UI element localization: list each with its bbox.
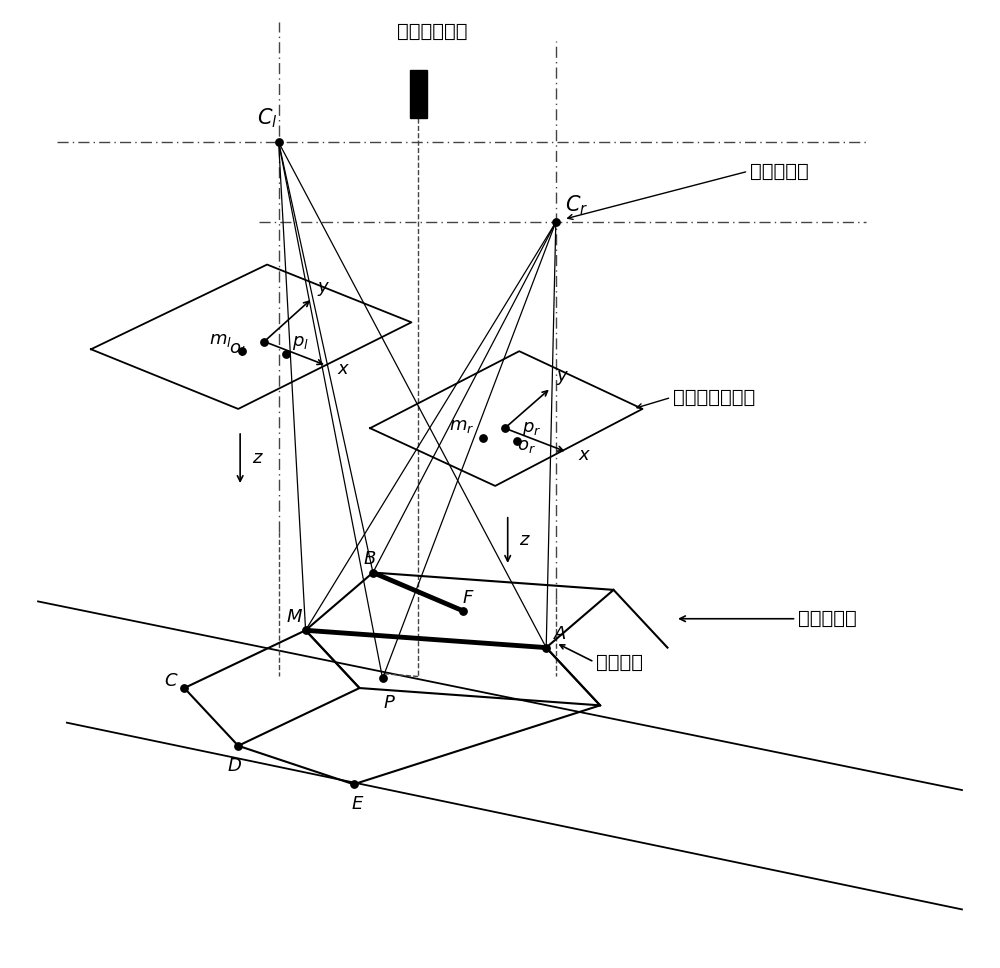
Text: $\mathbf{\it{D}}$: $\mathbf{\it{D}}$ [227,757,242,775]
Bar [410,70,427,118]
Point [475,430,491,445]
Text: 摄像机成像平面: 摄像机成像平面 [673,388,755,407]
Text: $\mathbf{\it{F}}$: $\mathbf{\it{F}}$ [462,589,475,607]
Text: $\mathbf{\it{x}}$: $\mathbf{\it{x}}$ [337,359,351,378]
Point [548,215,564,230]
Point [455,603,471,619]
Point [538,640,554,655]
Text: 点激光测距器: 点激光测距器 [397,22,468,42]
Point [234,344,250,359]
Text: $\mathbf{\it{p_l}}$: $\mathbf{\it{p_l}}$ [292,334,309,351]
Point [176,681,192,696]
Point [256,334,272,349]
Text: $\mathbf{\it{C_r}}$: $\mathbf{\it{C_r}}$ [565,193,589,217]
Text: 物流传输带: 物流传输带 [798,609,857,628]
Point [230,738,246,753]
Text: $\mathbf{\it{z}}$: $\mathbf{\it{z}}$ [519,531,531,549]
Text: $\mathbf{\it{o_l}}$: $\mathbf{\it{o_l}}$ [229,341,245,358]
Text: $\mathbf{\it{x}}$: $\mathbf{\it{x}}$ [578,446,591,464]
Point [278,347,294,362]
Text: 摄像机光心: 摄像机光心 [750,162,809,181]
Text: $\mathbf{\it{p_r}}$: $\mathbf{\it{p_r}}$ [522,420,541,439]
Text: $\mathbf{\it{A}}$: $\mathbf{\it{A}}$ [553,625,567,643]
Text: $\mathbf{\it{y}}$: $\mathbf{\it{y}}$ [317,280,331,297]
Point [509,433,525,448]
Text: $\mathbf{\it{P}}$: $\mathbf{\it{P}}$ [383,694,396,711]
Point [375,671,391,686]
Text: $\mathbf{\it{M}}$: $\mathbf{\it{M}}$ [286,608,303,626]
Text: $\mathbf{\it{C}}$: $\mathbf{\it{C}}$ [164,673,178,690]
Point [365,564,381,580]
Point [497,420,513,436]
Text: $\mathbf{\it{m_r}}$: $\mathbf{\it{m_r}}$ [449,417,474,436]
Text: $\mathbf{\it{C_l}}$: $\mathbf{\it{C_l}}$ [257,106,277,130]
Text: $\mathbf{\it{z}}$: $\mathbf{\it{z}}$ [252,449,263,468]
Text: $\mathbf{\it{B}}$: $\mathbf{\it{B}}$ [363,550,377,568]
Text: $\mathbf{\it{y}}$: $\mathbf{\it{y}}$ [556,369,569,387]
Text: $\mathbf{\it{o_r}}$: $\mathbf{\it{o_r}}$ [517,437,535,455]
Text: $\mathbf{\it{m_l}}$: $\mathbf{\it{m_l}}$ [209,331,232,348]
Point [346,776,362,792]
Point [298,622,314,638]
Text: $\mathbf{\it{E}}$: $\mathbf{\it{E}}$ [351,796,364,813]
Text: 货物物体: 货物物体 [596,652,643,672]
Point [271,135,287,150]
